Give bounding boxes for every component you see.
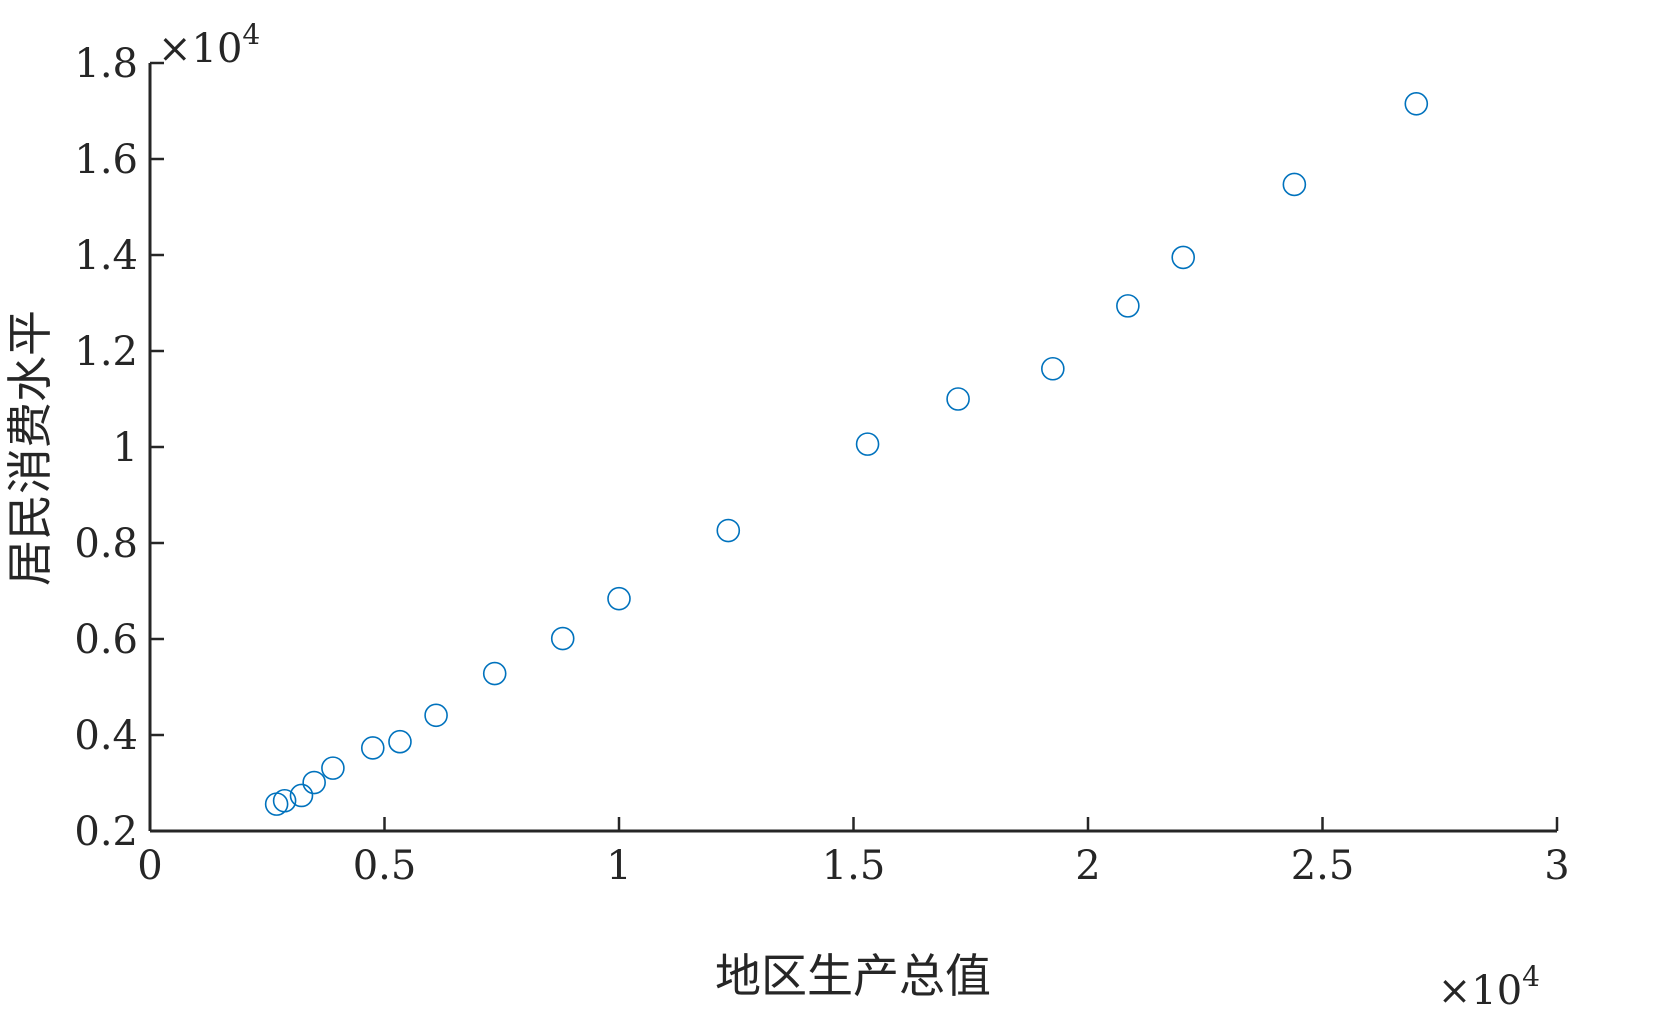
x-exponent-base: ×10 [1438, 968, 1522, 1014]
y-exponent-base: ×10 [158, 26, 242, 72]
data-point [1116, 294, 1140, 318]
x-tick-label: 2.5 [1291, 843, 1355, 889]
y-tick-label: 0.2 [74, 809, 138, 855]
y-tick-label: 1.8 [74, 41, 138, 87]
y-tick-label: 0.4 [74, 713, 138, 759]
x-axis-ticks: 0 0.5 1 1.5 2 2.5 3 [137, 817, 1570, 889]
data-point [855, 432, 880, 456]
x-tick-label: 0.5 [353, 843, 417, 889]
data-point [607, 586, 631, 611]
data-point [321, 756, 345, 780]
y-axis-ticks: 0.2 0.4 0.6 0.8 1 1.2 1.4 1.6 1.8 [74, 41, 164, 855]
x-tick-label: 1.5 [822, 843, 886, 889]
y-axis-exponent: ×104 [158, 18, 260, 72]
data-point [1171, 245, 1196, 270]
data-point [302, 770, 326, 795]
x-tick-label: 0 [137, 843, 162, 889]
data-point [424, 703, 448, 728]
data-point [360, 736, 385, 760]
data-point [1282, 172, 1307, 197]
data-point [289, 783, 314, 808]
data-points [264, 92, 1429, 816]
x-exponent-power: 4 [1522, 960, 1540, 993]
data-point [482, 661, 507, 686]
data-point [946, 387, 970, 411]
data-point [716, 518, 741, 543]
x-tick-label: 3 [1544, 843, 1569, 889]
y-axis-title: 居民消费水平 [3, 310, 57, 586]
y-tick-label: 0.8 [74, 521, 138, 567]
data-point [1041, 356, 1065, 381]
x-axis-exponent: ×104 [1438, 960, 1540, 1014]
x-tick-label: 2 [1075, 843, 1100, 889]
axes [148, 63, 1557, 833]
y-tick-label: 1.4 [74, 233, 138, 279]
y-tick-label: 1.6 [74, 137, 138, 183]
y-exponent-power: 4 [242, 18, 260, 51]
data-point [388, 729, 412, 754]
y-tick-label: 1.2 [74, 329, 138, 375]
data-point [272, 788, 297, 813]
x-axis-title: 地区生产总值 [715, 949, 991, 1003]
data-point [550, 626, 575, 651]
y-tick-label: 1 [113, 425, 138, 471]
data-point [1404, 92, 1429, 116]
x-tick-label: 1 [606, 843, 631, 889]
y-tick-label: 0.6 [74, 617, 138, 663]
